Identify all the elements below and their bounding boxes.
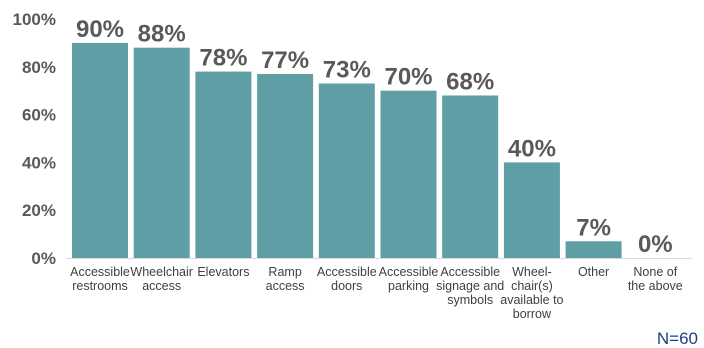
bar bbox=[195, 71, 252, 258]
bar bbox=[380, 90, 437, 258]
data-label: 78% bbox=[199, 45, 247, 72]
category-label-line: restrooms bbox=[72, 279, 128, 293]
category-label-line: Accessible bbox=[317, 265, 377, 279]
y-tick-label: 20% bbox=[22, 201, 56, 220]
bars bbox=[72, 42, 622, 259]
sample-size-note: N=60 bbox=[657, 329, 698, 348]
data-label: 40% bbox=[508, 135, 556, 162]
data-label: 73% bbox=[323, 57, 371, 84]
category-label: Ramp access bbox=[266, 265, 305, 293]
category-label-line: Elevators bbox=[197, 265, 249, 279]
bar bbox=[133, 47, 190, 259]
data-label: 77% bbox=[261, 47, 309, 74]
category-label: Other bbox=[578, 265, 609, 279]
bar bbox=[442, 95, 499, 258]
bar bbox=[72, 42, 128, 259]
category-label-line: signage and bbox=[436, 279, 504, 293]
data-label: 0% bbox=[638, 231, 673, 258]
data-label: 88% bbox=[138, 21, 186, 48]
category-label: Accessible doors bbox=[317, 265, 377, 293]
category-label-line: borrow bbox=[513, 307, 552, 321]
bar bbox=[257, 73, 314, 258]
category-label: Accessible parking bbox=[379, 265, 439, 293]
y-axis: 0% 20% 40% 60% 80% 100% bbox=[13, 10, 56, 268]
category-label-line: None of bbox=[633, 265, 677, 279]
category-label: Wheelchair access bbox=[130, 265, 193, 293]
category-label-line: symbols bbox=[447, 293, 493, 307]
category-label-line: access bbox=[142, 279, 181, 293]
y-tick-label: 0% bbox=[31, 249, 56, 268]
bar bbox=[565, 241, 622, 258]
category-label-line: doors bbox=[331, 279, 362, 293]
category-label-line: Other bbox=[578, 265, 609, 279]
category-label-line: Accessible bbox=[440, 265, 500, 279]
data-label: 70% bbox=[384, 64, 432, 91]
category-label: Wheel-chair(s) available to borrow bbox=[500, 265, 563, 321]
data-label: 7% bbox=[576, 214, 611, 241]
category-label-line: parking bbox=[388, 279, 429, 293]
data-label: 68% bbox=[446, 68, 494, 95]
category-label-line: Accessible bbox=[379, 265, 439, 279]
bar bbox=[318, 83, 375, 258]
category-label-line: Wheelchair bbox=[130, 265, 193, 279]
data-labels: 90% 88% 78% 77% 73% 70% 68% 40% 7% 0% bbox=[76, 16, 673, 258]
category-label-line: access bbox=[266, 279, 305, 293]
bar bbox=[503, 162, 560, 258]
y-tick-label: 80% bbox=[22, 58, 56, 77]
y-tick-label: 100% bbox=[13, 10, 56, 29]
category-label-line: chair(s) bbox=[511, 279, 553, 293]
category-label: Accessible restrooms bbox=[70, 265, 130, 293]
data-label: 90% bbox=[76, 16, 124, 43]
y-tick-label: 40% bbox=[22, 153, 56, 172]
category-label-line: Ramp bbox=[268, 265, 301, 279]
category-label: Accessible signage and symbols bbox=[436, 265, 504, 307]
category-label-line: available to bbox=[500, 293, 563, 307]
category-label-line: the above bbox=[628, 279, 683, 293]
category-label: Elevators bbox=[197, 265, 249, 279]
category-label-line: Accessible bbox=[70, 265, 130, 279]
category-label: None of the above bbox=[628, 265, 683, 293]
category-label-line: Wheel- bbox=[512, 265, 552, 279]
y-tick-label: 60% bbox=[22, 106, 56, 125]
